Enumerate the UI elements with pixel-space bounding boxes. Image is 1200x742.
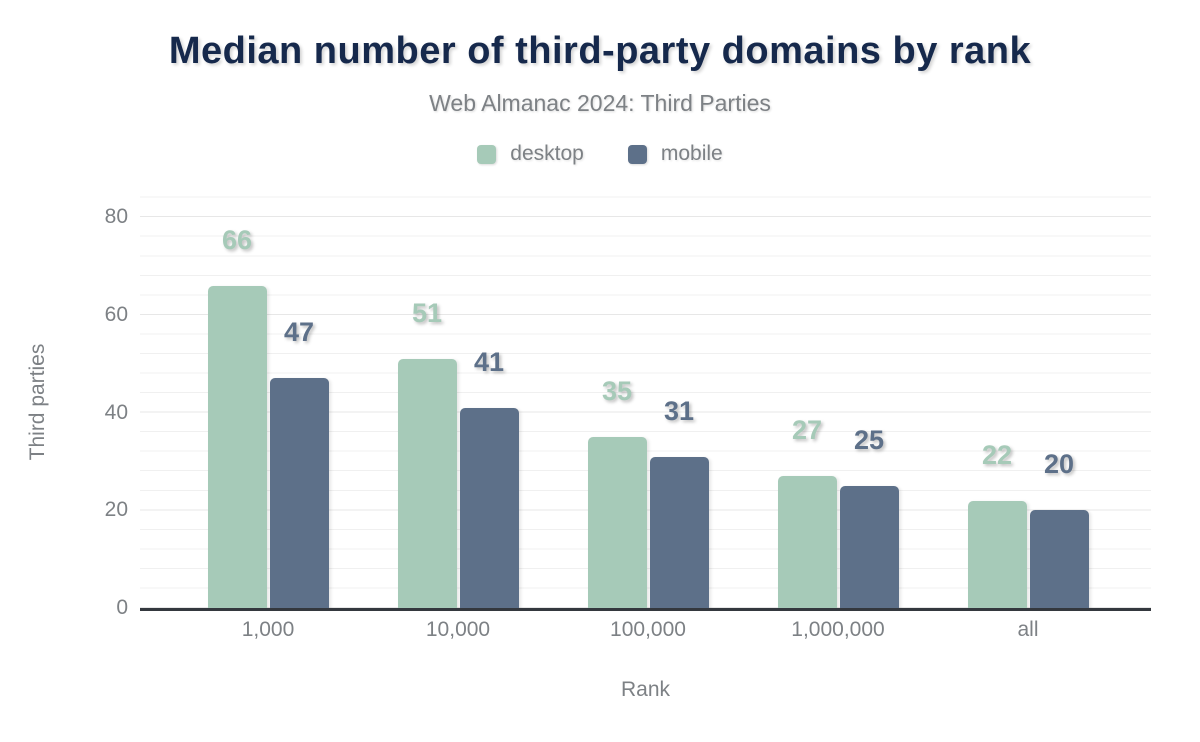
bar-mobile-10000 xyxy=(459,407,519,608)
bar-desktop-all xyxy=(967,500,1027,608)
value-label-mobile-1000: 47 xyxy=(283,317,315,348)
x-tick-label-100000: 100,000 xyxy=(610,618,686,641)
legend-item-mobile: mobile xyxy=(627,142,723,166)
x-tick-label-all: all xyxy=(1017,618,1039,641)
bar-mobile-all xyxy=(1029,510,1089,608)
value-label-desktop-all: 22 xyxy=(981,439,1013,470)
mobile-swatch-icon xyxy=(627,144,647,164)
y-tick-label-0: 0 xyxy=(116,596,128,619)
x-axis-line xyxy=(140,608,1151,611)
y-tick-label-40: 40 xyxy=(104,400,128,424)
x-axis-title: Rank xyxy=(620,678,671,701)
legend-label-mobile: mobile xyxy=(660,142,723,165)
desktop-swatch-icon xyxy=(477,144,497,164)
plot-area: 66 47 51 41 35 31 27 25 22 20 xyxy=(140,196,1151,608)
value-label-desktop-1000000: 27 xyxy=(791,415,823,446)
chart-subtitle: Web Almanac 2024: Third Parties xyxy=(429,90,771,116)
value-label-mobile-10000: 41 xyxy=(473,346,505,377)
x-axis-ticks: 1,000 10,000 100,000 1,000,000 all xyxy=(140,618,1151,646)
value-label-desktop-10000: 51 xyxy=(411,297,443,328)
value-label-mobile-all: 20 xyxy=(1043,449,1075,480)
bar-mobile-1000 xyxy=(269,378,329,608)
bar-desktop-1000 xyxy=(207,285,267,608)
bar-desktop-1000000 xyxy=(777,476,837,608)
y-axis-ticks: 0 20 40 60 80 xyxy=(0,196,128,619)
y-tick-label-60: 60 xyxy=(104,302,128,326)
bar-desktop-10000 xyxy=(397,358,457,608)
value-label-mobile-1000000: 25 xyxy=(853,424,885,455)
x-tick-label-1000000: 1,000,000 xyxy=(791,618,885,641)
legend-item-desktop: desktop xyxy=(477,142,584,166)
value-label-mobile-100000: 31 xyxy=(663,395,695,426)
y-tick-label-80: 80 xyxy=(104,205,128,229)
bar-desktop-100000 xyxy=(587,437,647,608)
bar-mobile-100000 xyxy=(649,456,709,608)
x-tick-label-10000: 10,000 xyxy=(425,618,491,641)
value-label-desktop-100000: 35 xyxy=(601,376,633,407)
x-tick-label-1000: 1,000 xyxy=(241,618,295,641)
bar-mobile-1000000 xyxy=(839,485,899,608)
legend-label-desktop: desktop xyxy=(510,142,584,165)
legend: desktop mobile xyxy=(0,142,1200,166)
value-label-desktop-1000: 66 xyxy=(221,224,253,255)
y-tick-label-20: 20 xyxy=(104,498,128,522)
chart-title: Median number of third-party domains by … xyxy=(168,30,1032,72)
